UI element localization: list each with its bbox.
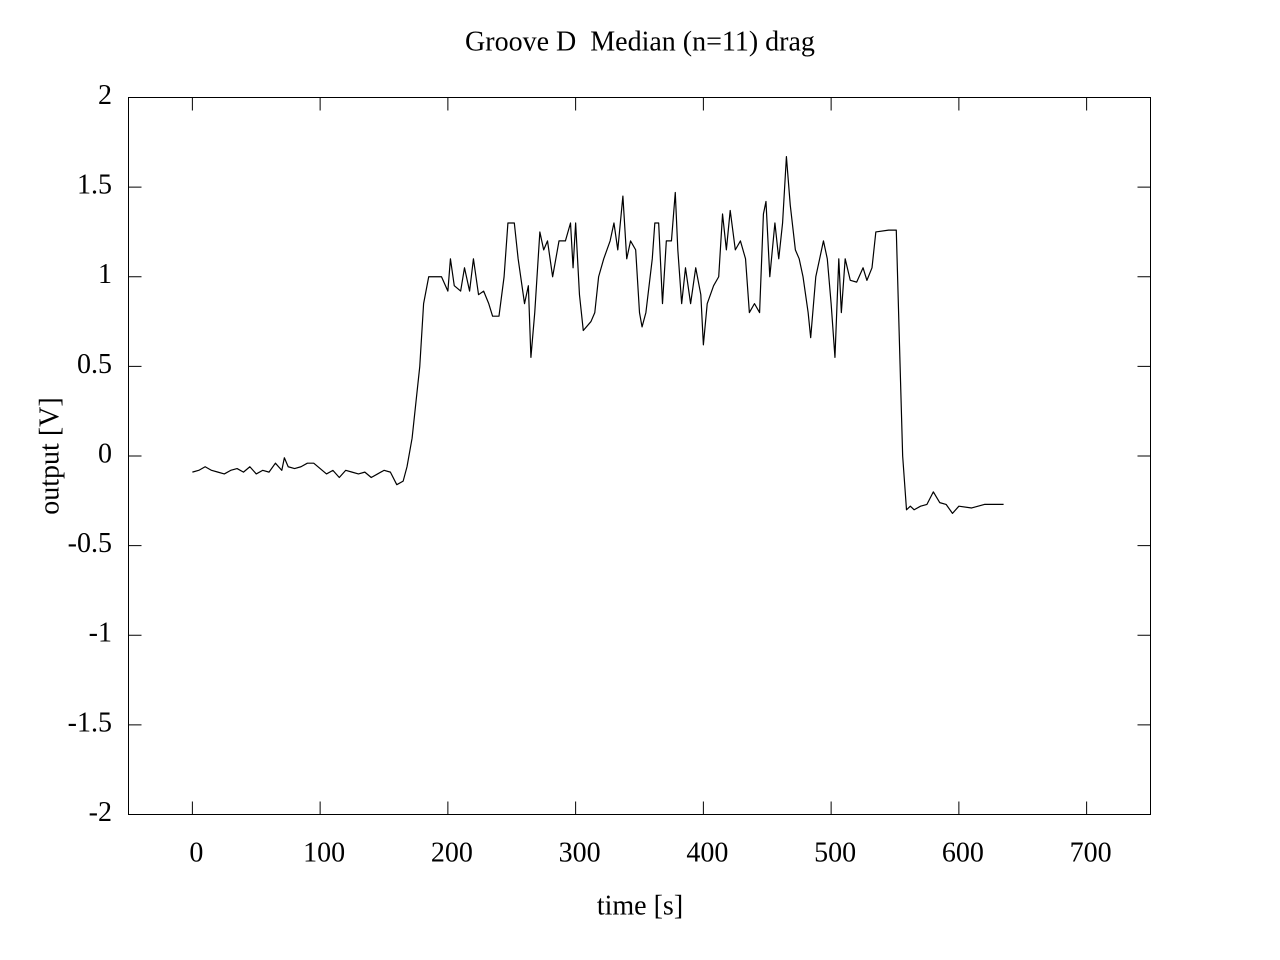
y-tick-label: -1.5: [68, 707, 112, 738]
y-tick-label: 1.5: [77, 170, 112, 201]
x-tick-label: 0: [189, 837, 203, 868]
x-tick-label: 500: [814, 837, 856, 868]
x-tick-label: 700: [1070, 837, 1112, 868]
x-tick-label: 300: [559, 837, 601, 868]
y-tick-label: 0: [98, 438, 112, 469]
y-tick-label: -0.5: [68, 528, 112, 559]
x-tick-label: 200: [431, 837, 473, 868]
x-tick-label: 100: [303, 837, 345, 868]
plot-border: [128, 97, 1151, 815]
y-tick-label: 0.5: [77, 349, 112, 380]
y-axis-label: output [V]: [34, 397, 65, 514]
x-tick-label: 600: [942, 837, 984, 868]
y-tick-label: -2: [89, 797, 112, 828]
chart-title: Groove D Median (n=11) drag: [465, 26, 815, 57]
data-line: [192, 156, 1004, 514]
y-tick-label: 1: [98, 259, 112, 290]
y-tick-label: 2: [98, 80, 112, 111]
x-axis-label: time [s]: [597, 890, 683, 921]
x-tick-label: 400: [686, 837, 728, 868]
y-tick-label: -1: [89, 618, 112, 649]
